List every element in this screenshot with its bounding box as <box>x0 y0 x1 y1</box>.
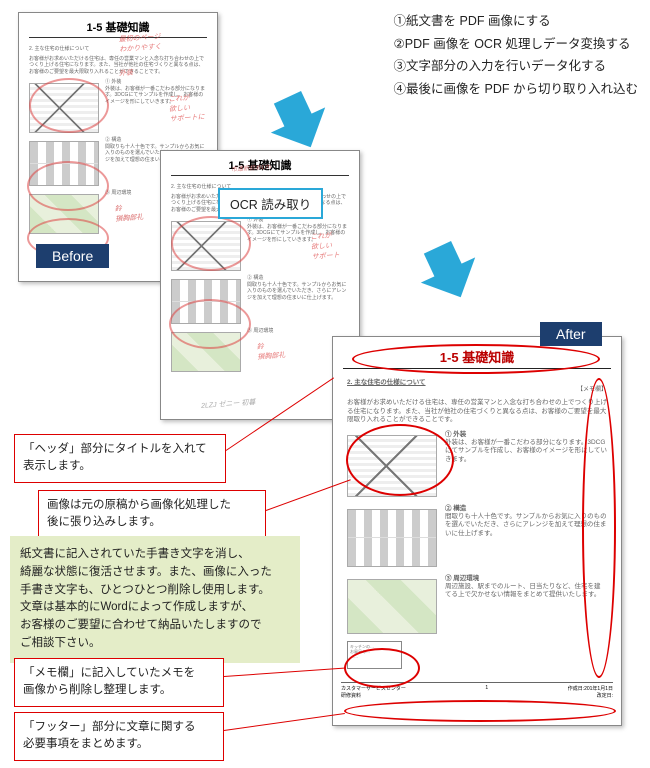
callout-header: 「ヘッダ」部分にタイトルを入れて 表示します。 <box>14 434 226 483</box>
ocr-garble: 2LZJ ゼニー 初暮 <box>201 397 256 411</box>
footer-right: 作成日:201年1月1日 改定日: <box>568 685 613 699</box>
handwriting-text: これが欲しいサポート <box>310 230 340 262</box>
callout-image: 画像は元の原稿から画像化処理した 後に張り込みします。 <box>38 490 266 539</box>
handwriting-text: これが欲しいサポートに <box>168 92 205 124</box>
handwriting-circle <box>27 161 109 211</box>
callout-memo: 「メモ欄」に記入していたメモを 画像から削除し整理します。 <box>14 658 224 707</box>
handwriting-text: 鈴損胸部礼 <box>256 340 285 362</box>
footer-center: 1 <box>485 685 488 699</box>
doc2-sec2b: 間取りも十人十色です。サンプルからお気に入りのものを選んでいただき、さらにアレン… <box>247 282 349 302</box>
before-badge: Before <box>36 244 109 268</box>
step-2: ②PDF 画像を OCR 処理しデータ変換する <box>394 33 638 56</box>
ocr-label-box: OCR 読み取り <box>218 188 323 219</box>
doc3-subtitle: 2. 主な住宅の仕様について <box>347 379 607 387</box>
doc3-body: 2. 主な住宅の仕様について 【メモ欄】 お客様がお求めいただける住宅は、専任の… <box>333 373 621 678</box>
ocr-label-text: OCR 読み取り <box>230 198 311 212</box>
callout-footer: 「フッター」部分に文章に関する 必要事項をまとめます。 <box>14 712 224 761</box>
step-3: ③文字部分の入力を行いデータ化する <box>394 55 638 78</box>
step-1: ①紙文書を PDF 画像にする <box>394 10 638 33</box>
red-oval-memo-box <box>344 648 420 688</box>
handwriting-circle <box>171 216 251 271</box>
arrow-2-icon <box>418 240 488 310</box>
doc3-lorem: お客様がお求めいただける住宅は、専任の営業マンと入念な打ち合わせの上でつくり上げ… <box>347 399 607 424</box>
handwriting-circle <box>169 299 251 349</box>
process-steps: ①紙文書を PDF 画像にする ②PDF 画像を OCR 処理しデータ変換する … <box>394 10 638 100</box>
handwriting-text: 外装 <box>119 68 134 79</box>
handwriting-text: 最初のページわかりやすく <box>118 32 161 55</box>
red-oval-image <box>346 424 454 496</box>
handwriting-circle <box>29 78 109 133</box>
memo-label: 【メモ欄】 <box>347 387 607 395</box>
map-icon <box>347 579 437 634</box>
red-connector <box>224 713 345 731</box>
doc3-sec1: ① 外装 <box>445 431 607 439</box>
before-badge-text: Before <box>52 248 93 264</box>
doc3-sec1b: 外装は、お客様が一番こだわる部分になります。3DCGにてサンプルを作成し、お客様… <box>445 439 607 464</box>
doc1-subtitle: 2. 主な住宅の仕様について <box>29 46 207 53</box>
after-badge-text: After <box>556 326 586 342</box>
red-oval-memo-col <box>582 378 616 678</box>
floorplan-icon <box>347 509 437 567</box>
red-oval-header <box>352 344 600 374</box>
red-oval-footer <box>344 700 616 722</box>
red-connector <box>224 667 346 677</box>
doc2-sec3: ③ 周辺環境 <box>247 328 349 335</box>
handwriting-text: 鈴損胸部礼 <box>114 202 143 224</box>
callout-green: 紙文書に記入されていた手書き文字を消し、 綺麗な状態に復活させます。また、画像に… <box>10 536 300 663</box>
step-4: ④最後に画像を PDF から切り取り入れ込む <box>394 78 638 101</box>
after-badge: After <box>540 322 602 346</box>
